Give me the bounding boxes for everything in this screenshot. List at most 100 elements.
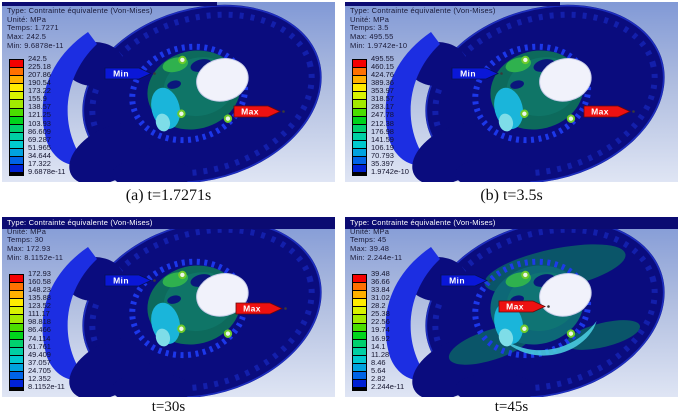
result-unit-label: Unité: MPa — [350, 226, 390, 236]
subfigure-caption: (a) t=1.7271s — [125, 187, 212, 204]
legend-value: 148.23 — [28, 285, 51, 295]
legend-values: 242.5 225.18 207.86 190.54 173.22 155.9 138.57… — [28, 55, 65, 176]
legend-band — [10, 355, 23, 365]
legend-band — [10, 307, 23, 316]
stress-patch-light — [155, 113, 171, 132]
legend-band — [353, 275, 366, 284]
disc-rim-vents — [432, 11, 658, 177]
legend-values: 495.55 460.15 424.76 389.36 353.97 318.57 283.… — [371, 55, 409, 176]
legend-value: 2.244e-11 — [371, 381, 405, 391]
min-anchor-dot — [489, 279, 492, 282]
panel-cell: Min Max Type: Contrainte équivalente (Vo… — [2, 217, 335, 415]
legend-value: 12.352 — [28, 373, 51, 383]
color-scale-legend: 495.55 460.15 424.76 389.36 353.97 318.57 283.… — [352, 55, 409, 176]
legend-band — [353, 283, 366, 292]
result-header: Type: Contrainte équivalente (Von-Mises)… — [350, 6, 496, 51]
legend-band — [10, 68, 23, 77]
disc-rim-highlight — [425, 4, 665, 182]
legend-value: 207.86 — [28, 70, 51, 80]
result-unit-label: Unité: MPa — [7, 14, 47, 24]
legend-value: 135.88 — [28, 293, 51, 303]
legend-value: 8.46 — [371, 357, 386, 367]
result-min-label: Min: 2.244e-11 — [350, 252, 403, 262]
legend-band — [10, 116, 23, 125]
result-min-label: Min: 9.6878e-11 — [7, 40, 64, 50]
panel-cell: Min Max Type: Contrainte équivalente (Vo… — [345, 2, 678, 211]
result-min-label: Min: 1.9742e-10 — [350, 40, 408, 50]
bolt-hole — [520, 109, 529, 118]
legend-band — [353, 116, 366, 125]
legend-value: 103.93 — [28, 118, 51, 128]
legend-value: 19.74 — [371, 325, 390, 335]
legend-value: 106.19 — [371, 142, 394, 152]
legend-values: 39.48 36.66 33.84 31.02 28.2 25.38 22.56 19.74 1… — [371, 270, 404, 391]
legend-band — [10, 315, 23, 324]
max-flag-label: Max — [591, 107, 609, 117]
min-flag-label: Min — [113, 69, 129, 79]
min-flag: Min — [104, 274, 156, 287]
result-min-label: Min: 8.1152e-11 — [7, 252, 64, 262]
title-banner — [2, 217, 335, 229]
legend-band — [10, 108, 23, 117]
result-header: Type: Contrainte équivalente (Von-Mises)… — [7, 6, 153, 51]
result-time-label: Temps: 30 — [7, 235, 44, 245]
legend-band — [353, 92, 366, 101]
legend-value: 176.98 — [371, 126, 394, 136]
legend-band — [10, 60, 23, 69]
legend-band — [353, 299, 366, 308]
legend-value: 70.793 — [371, 150, 394, 160]
brake-disc-render: Min Max — [385, 4, 665, 182]
legend-value: 123.52 — [28, 301, 51, 311]
legend-value: 14.1 — [371, 341, 386, 351]
result-header: Type: Contrainte équivalente (Von-Mises)… — [7, 218, 153, 263]
legend-value: 49.409 — [28, 349, 51, 359]
min-anchor-dot — [153, 279, 156, 282]
legend-band — [10, 100, 23, 109]
legend-band — [353, 380, 366, 388]
legend-color-bar — [9, 274, 24, 391]
min-flag: Min — [440, 274, 492, 287]
legend-value: 86.466 — [28, 325, 51, 335]
legend-band — [353, 100, 366, 109]
subfigure-caption: t=45s — [494, 399, 529, 415]
legend-value: 86.609 — [28, 126, 51, 136]
legend-band — [10, 299, 23, 308]
legend-value: 5.64 — [371, 365, 386, 375]
legend-band — [353, 364, 366, 373]
legend-value: 35.397 — [371, 158, 394, 168]
legend-band — [10, 140, 23, 150]
legend-value: 225.18 — [28, 62, 51, 72]
legend-band — [10, 124, 23, 133]
legend-band — [10, 331, 23, 340]
legend-value: 69.287 — [28, 134, 51, 144]
bolt-hole — [566, 114, 576, 123]
panel-cell: Min Max Type: Contrainte équivalente (Vo… — [345, 217, 678, 415]
bolt-hole — [177, 109, 186, 118]
legend-value: 61.761 — [28, 341, 51, 351]
legend-band — [10, 157, 23, 166]
stress-patch-dark — [167, 295, 181, 304]
legend-band — [353, 149, 366, 158]
color-scale-legend: 242.5 225.18 207.86 190.54 173.22 155.9 138.57… — [9, 55, 65, 176]
legend-band — [10, 84, 23, 93]
title-banner — [345, 2, 560, 6]
color-scale-legend: 172.93 160.58 148.23 135.88 123.52 111.17 98.8… — [9, 270, 65, 391]
hub-center-hole — [196, 273, 249, 317]
legend-value: 389.36 — [371, 78, 394, 88]
legend-value: 31.02 — [371, 293, 390, 303]
legend-band — [353, 157, 366, 166]
result-time-label: Temps: 3.5 — [350, 23, 389, 33]
legend-value: 98.818 — [28, 317, 51, 327]
max-flag: Max — [235, 302, 287, 315]
caliper-bracket — [385, 247, 440, 381]
legend-band — [353, 132, 366, 141]
caliper-bracket — [42, 32, 97, 166]
min-anchor-dot — [153, 72, 156, 75]
bolt-hole — [178, 55, 187, 65]
legend-value: 160.58 — [28, 277, 51, 287]
legend-value: 1.9742e-10 — [371, 166, 409, 176]
legend-band — [353, 323, 366, 332]
result-max-label: Max: 172.93 — [7, 244, 51, 254]
hub-center-hole — [539, 273, 592, 317]
min-flag: Min — [104, 67, 156, 80]
